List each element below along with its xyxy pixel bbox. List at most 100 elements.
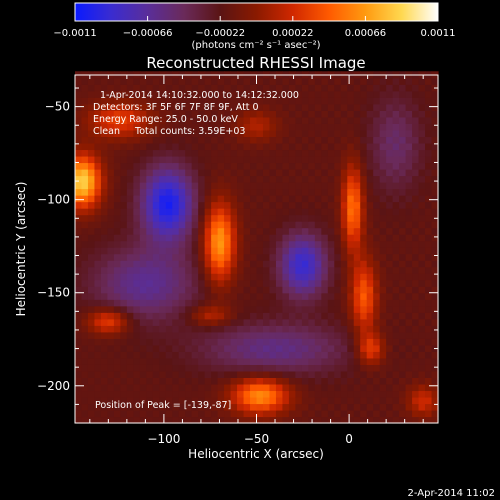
heatmap-cell (146, 286, 154, 294)
heatmap-cell (269, 279, 277, 287)
heatmap-cell (386, 234, 394, 242)
heatmap-cell (418, 103, 426, 111)
heatmap-cell (198, 214, 206, 222)
heatmap-cell (126, 214, 134, 222)
heatmap-cell (204, 331, 212, 339)
heatmap-cell (269, 331, 277, 339)
heatmap-cell (269, 103, 277, 111)
heatmap-cell (75, 266, 83, 274)
heatmap-cell (399, 351, 407, 359)
heatmap-cell (237, 357, 245, 365)
heatmap-cell (152, 370, 160, 378)
heatmap-cell (191, 266, 199, 274)
heatmap-cell (347, 403, 355, 411)
heatmap-cell (314, 312, 322, 320)
heatmap-cell (237, 110, 245, 118)
heatmap-cell (94, 344, 102, 352)
heatmap-cell (340, 97, 348, 105)
heatmap-cell (133, 357, 141, 365)
heatmap-cell (178, 240, 186, 248)
heatmap-cell (198, 116, 206, 124)
heatmap-cell (373, 188, 381, 196)
heatmap-cell (230, 377, 238, 385)
heatmap-cell (126, 338, 134, 346)
heatmap-cell (139, 403, 147, 411)
heatmap-cell (217, 370, 225, 378)
heatmap-cell (353, 325, 361, 333)
heatmap-cell (139, 416, 147, 424)
heatmap-cell (295, 416, 303, 424)
heatmap-cell (152, 299, 160, 307)
heatmap-cell (211, 188, 219, 196)
heatmap-cell (379, 370, 387, 378)
heatmap-cell (159, 396, 167, 405)
heatmap-cell (353, 201, 361, 209)
heatmap-cell (360, 377, 368, 385)
heatmap-cell (113, 168, 121, 177)
heatmap-cell (308, 357, 316, 365)
heatmap-cell (204, 370, 212, 378)
heatmap-cell (159, 279, 167, 287)
heatmap-cell (172, 312, 180, 320)
heatmap-cell (282, 97, 290, 105)
heatmap-cell (262, 214, 271, 222)
heatmap-cell (191, 84, 199, 92)
heatmap-cell (243, 110, 251, 118)
heatmap-cell (237, 129, 245, 138)
heatmap-cell (250, 175, 258, 183)
heatmap-cell (262, 312, 271, 320)
heatmap-cell (146, 136, 154, 144)
heatmap-cell (139, 364, 147, 372)
heatmap-cell (256, 168, 264, 177)
heatmap-cell (308, 208, 316, 216)
heatmap-cell (94, 292, 102, 300)
heatmap-cell (198, 227, 206, 235)
heatmap-cell (139, 77, 147, 85)
heatmap-cell (75, 175, 83, 183)
heatmap-cell (282, 344, 290, 352)
heatmap-cell (217, 292, 225, 300)
heatmap-cell (269, 175, 277, 183)
heatmap-cell (133, 383, 141, 392)
heatmap-cell (81, 123, 89, 131)
heatmap-cell (139, 273, 147, 281)
heatmap-cell (321, 195, 329, 203)
heatmap-cell (198, 364, 206, 372)
heatmap-cell (87, 273, 96, 281)
heatmap-cell (191, 312, 199, 320)
heatmap-cell (152, 318, 160, 326)
heatmap-cell (100, 208, 109, 216)
heatmap-cell (87, 77, 96, 85)
heatmap-cell (366, 338, 374, 346)
heatmap-cell (120, 188, 128, 196)
heatmap-cell (126, 77, 134, 85)
heatmap-cell (386, 318, 394, 326)
heatmap-cell (120, 318, 128, 326)
heatmap-cell (386, 136, 394, 144)
heatmap-cell (204, 123, 212, 131)
heatmap-cell (275, 370, 284, 378)
heatmap-cell (412, 364, 420, 372)
heatmap-cell (159, 84, 167, 92)
heatmap-cell (347, 227, 355, 235)
heatmap-cell (113, 344, 121, 352)
heatmap-cell (165, 234, 173, 242)
heatmap-cell (107, 84, 115, 92)
heatmap-cell (288, 325, 296, 333)
heatmap-cell (334, 103, 342, 111)
heatmap-cell (353, 253, 361, 261)
heatmap-cell (334, 305, 342, 313)
heatmap-cell (327, 162, 335, 170)
heatmap-cell (81, 208, 89, 216)
heatmap-cell (113, 351, 121, 359)
heatmap-cell (321, 253, 329, 261)
heatmap-cell (314, 77, 322, 85)
heatmap-cell (418, 155, 426, 164)
heatmap-cell (386, 351, 394, 359)
heatmap-cell (275, 364, 284, 372)
heatmap-cell (308, 318, 316, 326)
heatmap-cell (133, 370, 141, 378)
heatmap-cell (230, 286, 238, 294)
heatmap-cell (165, 149, 173, 157)
heatmap-cell (399, 331, 407, 339)
